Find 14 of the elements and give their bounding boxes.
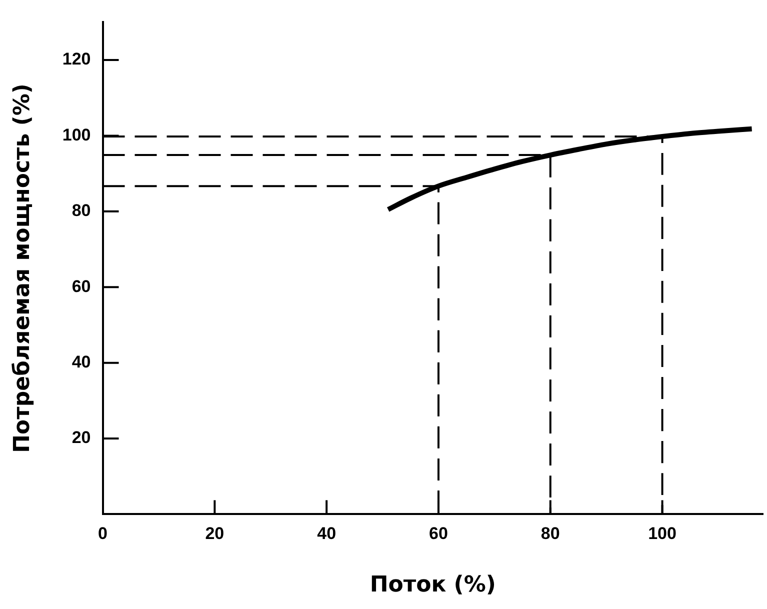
x-axis-title: Поток (%) xyxy=(370,572,496,598)
y-tick-label: 60 xyxy=(72,276,91,296)
x-tick-label: 0 xyxy=(98,524,108,544)
x-tick-label: 20 xyxy=(205,524,224,544)
x-tick-label: 100 xyxy=(648,524,676,544)
y-axis-title: Потребляемая мощность (%) xyxy=(10,84,35,453)
y-tick-label: 120 xyxy=(62,50,91,69)
y-tick-label: 100 xyxy=(62,125,91,144)
y-tick-label: 20 xyxy=(72,428,91,448)
y-tick-label: 80 xyxy=(72,201,91,220)
x-tick-label: 60 xyxy=(429,524,448,544)
x-tick-label: 40 xyxy=(317,524,336,544)
y-tick-label: 40 xyxy=(72,352,91,372)
x-tick-label: 80 xyxy=(540,524,560,544)
